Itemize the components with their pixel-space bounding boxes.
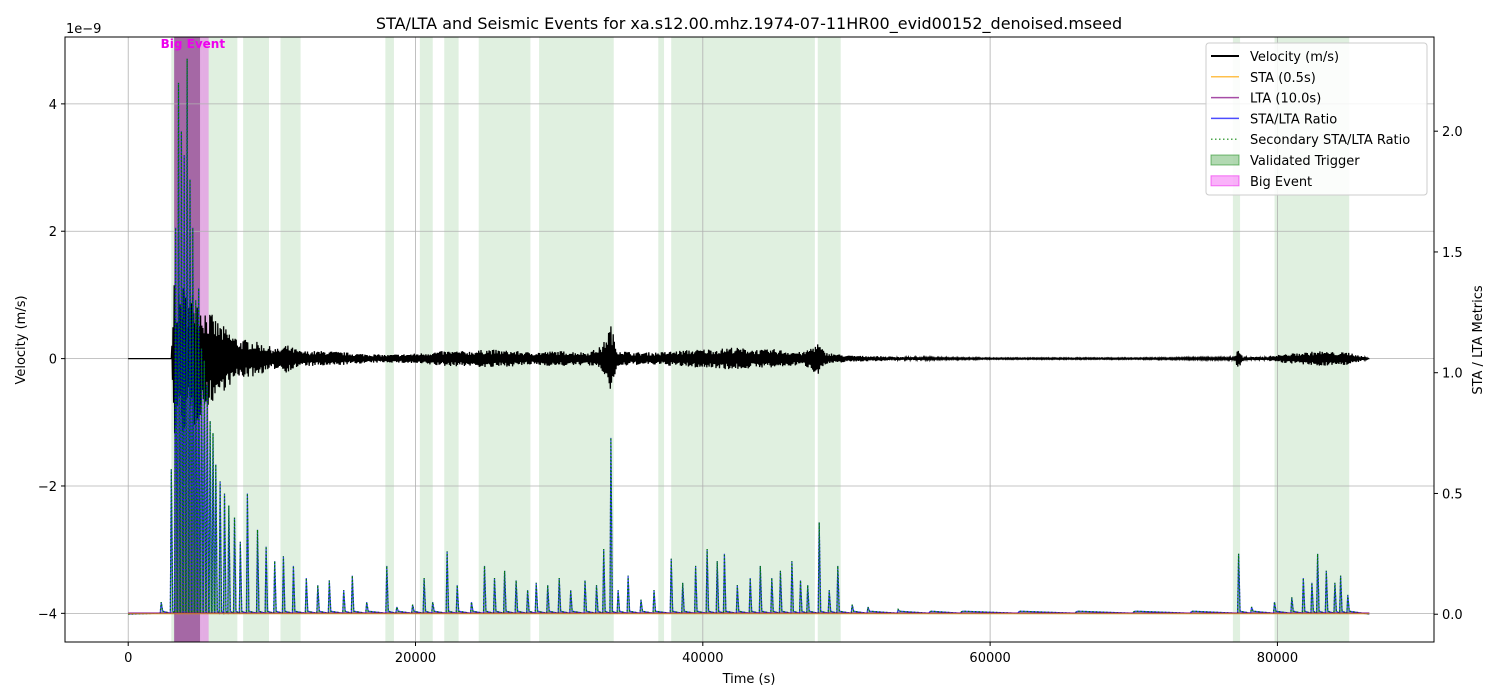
trigger-region: [1232, 37, 1241, 642]
y-tick-label-right: 1.0: [1442, 367, 1463, 382]
y-axis-label-left: Velocity (m/s): [14, 295, 29, 384]
plot-border: [64, 36, 1435, 643]
trigger-region: [658, 37, 665, 642]
y-tick-label-right: 1.5: [1442, 246, 1463, 261]
legend-label: Validated Trigger: [1250, 154, 1360, 169]
legend-label: STA/LTA Ratio: [1250, 112, 1337, 127]
ratio-series: [128, 58, 1370, 615]
trigger-region: [419, 37, 433, 642]
left-axis-multiplier: 1e−9: [66, 22, 101, 37]
y-tick-label-right: 2.0: [1442, 125, 1463, 140]
chart-title: STA/LTA and Seismic Events for xa.s12.00…: [376, 14, 1122, 34]
trigger-region: [817, 37, 841, 642]
big-event-annotation: Big Event: [161, 37, 226, 51]
y-axis-label-right: STA / LTA Metrics: [1471, 285, 1486, 395]
x-tick-label: 60000: [969, 651, 1010, 666]
y-tick-label-right: 0.5: [1442, 487, 1463, 502]
x-tick-label: 0: [124, 651, 132, 666]
trigger-region: [478, 37, 531, 642]
x-axis-label: Time (s): [722, 672, 776, 687]
y-tick-label-left: 4: [49, 98, 57, 113]
axis-ticks: 0 20000 40000 60000 80000 −4 −2 0 2 4 0.0 0.5 1.0 1.5…: [38, 98, 1463, 666]
annotations: Big Event: [161, 37, 226, 51]
y-tick-label-left: −4: [38, 607, 57, 622]
legend-label: Velocity (m/s): [1250, 50, 1339, 65]
trigger-region: [539, 37, 614, 642]
y-tick-label-left: 2: [49, 225, 57, 240]
legend-label: LTA (10.0s): [1250, 92, 1321, 107]
legend-label: STA (0.5s): [1250, 71, 1316, 86]
y-tick-label-right: 0.0: [1442, 608, 1463, 623]
legend-swatch: [1210, 154, 1240, 166]
x-tick-label: 20000: [395, 651, 436, 666]
trigger-region: [671, 37, 815, 642]
legend-label: Secondary STA/LTA Ratio: [1250, 133, 1410, 148]
legend: Velocity (m/s) STA (0.5s) LTA (10.0s) STA/L…: [1205, 42, 1428, 196]
y-tick-label-left: 0: [49, 353, 57, 368]
y-tick-label-left: −2: [38, 480, 57, 495]
trigger-region: [280, 37, 301, 642]
x-tick-label: 40000: [682, 651, 723, 666]
velocity-line: [128, 285, 1370, 434]
velocity-series: [128, 285, 1370, 434]
trigger-region: [385, 37, 394, 642]
trigger-region: [444, 37, 459, 642]
plot-frame: [64, 36, 1435, 643]
x-tick-label: 80000: [1257, 651, 1298, 666]
legend-swatch: [1210, 175, 1240, 187]
legend-box: [1205, 42, 1428, 196]
legend-label: Big Event: [1250, 175, 1312, 190]
